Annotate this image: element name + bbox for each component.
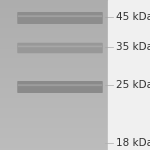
Text: 18 kDa: 18 kDa: [116, 138, 150, 147]
Text: 45 kDa: 45 kDa: [116, 12, 150, 22]
FancyBboxPatch shape: [17, 43, 103, 53]
FancyBboxPatch shape: [17, 12, 103, 24]
Bar: [108, 0, 150, 150]
Text: 25 kDa: 25 kDa: [116, 80, 150, 90]
Bar: [0, 0, 108, 150]
Text: 35 kDa: 35 kDa: [116, 42, 150, 52]
FancyBboxPatch shape: [18, 84, 102, 86]
FancyBboxPatch shape: [18, 15, 102, 17]
FancyBboxPatch shape: [17, 81, 103, 93]
FancyBboxPatch shape: [18, 46, 102, 47]
